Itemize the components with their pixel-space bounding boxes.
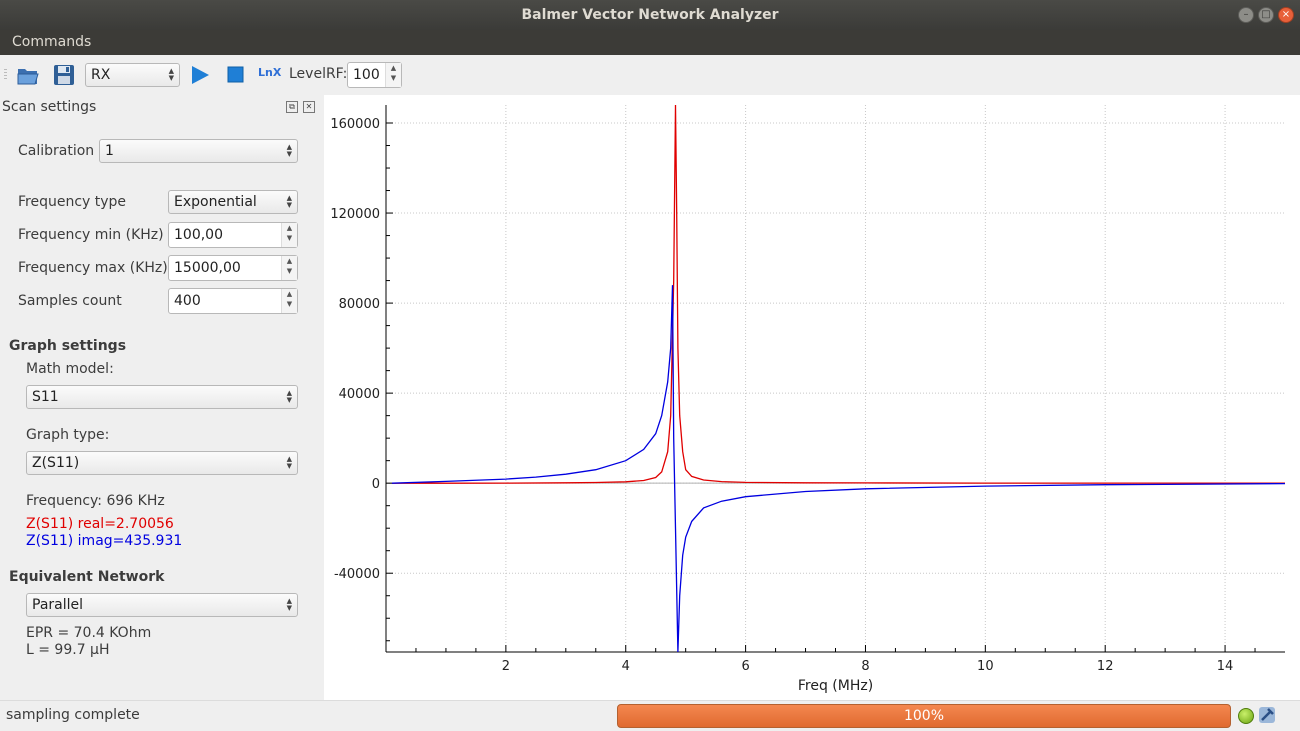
open-folder-icon[interactable] (16, 64, 40, 86)
stepper-arrows-icon[interactable]: ▲ ▼ (281, 289, 297, 313)
calibration-select[interactable]: 1 ▲ ▼ (99, 139, 298, 163)
chevron-updown-icon: ▲ ▼ (286, 194, 292, 209)
graph-type-select[interactable]: Z(S11) ▲ ▼ (26, 451, 298, 475)
level-rf-value: 100 (353, 67, 380, 83)
plot-area[interactable]: 2 4 6 8 10 12 14 160000 120000 80000 40000 0 -40000 F… (324, 95, 1300, 700)
x-tick-label: 12 (1097, 659, 1114, 674)
freq-max-field[interactable]: 15000,00 ▲ ▼ (168, 255, 298, 281)
progress-text: 100% (903, 708, 945, 724)
freq-type-select[interactable]: Exponential ▲ ▼ (168, 190, 298, 214)
stepper-arrows-icon[interactable]: ▲ ▼ (281, 223, 297, 247)
panel-close-icon[interactable]: ✕ (303, 101, 315, 113)
freq-min-field[interactable]: 100,00 ▲ ▼ (168, 222, 298, 248)
toolbar: RX ▲ ▼ LnX LevelRF: 100 ▲ ▼ (0, 55, 1300, 95)
close-icon[interactable]: × (1278, 7, 1294, 23)
chevron-updown-icon: ▲ ▼ (286, 389, 292, 404)
usb-plug-icon[interactable] (1258, 706, 1276, 724)
y-tick-label: 40000 (339, 387, 380, 402)
math-model-value: S11 (32, 389, 59, 405)
epr-readout: EPR = 70.4 KOhm (26, 625, 152, 641)
equivalent-network-heading: Equivalent Network (9, 569, 165, 585)
panel-title: Scan settings (2, 99, 97, 115)
float-icon[interactable]: ⧉ (286, 101, 298, 113)
x-tick-label: 10 (977, 659, 994, 674)
x-tick-label: 2 (502, 659, 510, 674)
status-message: sampling complete (6, 707, 140, 723)
y-tick-label: 80000 (339, 297, 380, 312)
series-real-line (392, 105, 1285, 484)
graph-type-value: Z(S11) (32, 455, 80, 471)
math-model-select[interactable]: S11 ▲ ▼ (26, 385, 298, 409)
level-rf-label: LevelRF: (289, 66, 348, 82)
calibration-value: 1 (105, 143, 114, 159)
stop-icon[interactable] (224, 64, 248, 86)
y-tick-label: 160000 (330, 117, 380, 132)
x-tick-label: 6 (741, 659, 749, 674)
y-tick-label: 120000 (330, 207, 380, 222)
imag-readout: Z(S11) imag=435.931 (26, 533, 183, 549)
freq-type-value: Exponential (174, 194, 257, 210)
connection-status-icon (1238, 708, 1254, 724)
math-model-label: Math model: (26, 361, 114, 377)
freq-max-label: Frequency max (KHz) (18, 260, 168, 276)
maximize-icon[interactable]: □ (1258, 7, 1274, 23)
x-tick-label: 14 (1217, 659, 1234, 674)
frequency-readout: Frequency: 696 KHz (26, 493, 165, 509)
minimize-icon[interactable]: – (1238, 7, 1254, 23)
samples-field[interactable]: 400 ▲ ▼ (168, 288, 298, 314)
status-bar: sampling complete 100% (0, 700, 1300, 731)
series-imag-line (391, 285, 1285, 652)
freq-min-label: Frequency min (KHz) (18, 227, 164, 243)
equivalent-model-select[interactable]: Parallel ▲ ▼ (26, 593, 298, 617)
chevron-updown-icon: ▲ ▼ (286, 455, 292, 470)
calibration-label: Calibration (18, 143, 95, 159)
level-rf-stepper[interactable]: 100 ▲ ▼ (347, 62, 402, 88)
save-icon[interactable] (52, 64, 76, 86)
scan-settings-panel: Scan settings ⧉ ✕ Calibration 1 ▲ ▼ Frequ… (0, 95, 322, 700)
stepper-arrows-icon[interactable]: ▲ ▼ (385, 63, 401, 87)
progress-bar: 100% (617, 704, 1231, 728)
samples-value: 400 (174, 293, 201, 309)
impedance-chart[interactable]: 2 4 6 8 10 12 14 160000 120000 80000 40000 0 -40000 F… (324, 95, 1300, 700)
window-title: Balmer Vector Network Analyzer (521, 7, 779, 23)
real-readout: Z(S11) real=2.70056 (26, 516, 174, 532)
samples-label: Samples count (18, 293, 122, 309)
mode-select-value: RX (91, 67, 111, 83)
chevron-updown-icon: ▲ ▼ (286, 597, 292, 612)
freq-type-label: Frequency type (18, 194, 127, 210)
x-tick-label: 4 (622, 659, 630, 674)
graph-type-label: Graph type: (26, 427, 110, 443)
mode-select[interactable]: RX ▲ ▼ (85, 63, 180, 87)
y-tick-label: -40000 (334, 567, 380, 582)
menu-bar: Commands (0, 30, 1300, 55)
chevron-updown-icon: ▲ ▼ (286, 143, 292, 158)
play-icon[interactable] (188, 64, 212, 86)
lnx-button[interactable]: LnX (258, 66, 282, 79)
equivalent-model-value: Parallel (32, 597, 84, 613)
toolbar-grip[interactable] (4, 69, 7, 81)
y-tick-label: 0 (372, 477, 380, 492)
inductance-readout: L = 99.7 µH (26, 642, 110, 658)
x-tick-label: 8 (861, 659, 869, 674)
chevron-updown-icon: ▲ ▼ (168, 67, 174, 82)
x-axis-label: Freq (MHz) (798, 678, 873, 694)
stepper-arrows-icon[interactable]: ▲ ▼ (281, 256, 297, 280)
freq-max-value: 15000,00 (174, 260, 241, 276)
menu-commands[interactable]: Commands (12, 34, 92, 50)
title-bar: Balmer Vector Network Analyzer – □ × (0, 0, 1300, 30)
graph-settings-heading: Graph settings (9, 338, 127, 354)
freq-min-value: 100,00 (174, 227, 223, 243)
